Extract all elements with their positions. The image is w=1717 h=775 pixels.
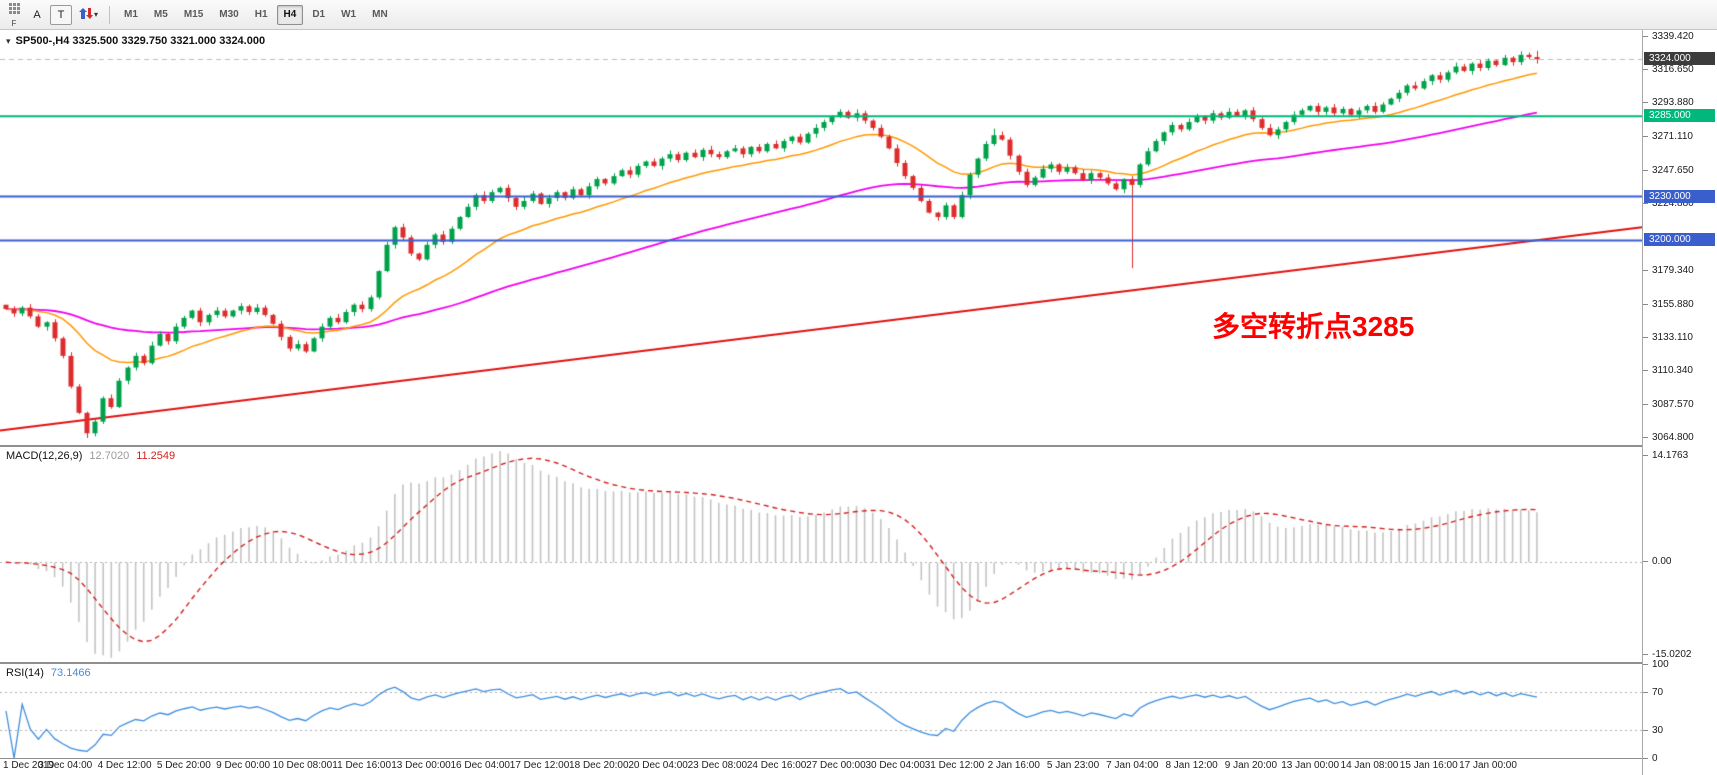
- macd-axis-min: -15.0202: [1642, 649, 1692, 660]
- macd-label-line: MACD(12,26,9) 12.7020 11.2549: [6, 450, 175, 462]
- timeframe-m30[interactable]: M30: [212, 5, 245, 25]
- macd-indicator-canvas[interactable]: [0, 447, 1642, 662]
- macd-signal-value: 11.2549: [136, 450, 176, 462]
- time-axis-label: 4 Dec 12:00: [97, 760, 152, 771]
- time-axis-label: 13 Jan 00:00: [1281, 760, 1340, 771]
- time-axis-label: 27 Dec 00:00: [806, 760, 866, 771]
- symbol-ohlc-text: SP500-,H4 3325.500 3329.750 3321.000 332…: [15, 35, 266, 47]
- pane-separator: [0, 758, 1717, 759]
- pane-separator[interactable]: [0, 662, 1717, 664]
- time-axis-label: 30 Dec 04:00: [865, 760, 925, 771]
- dock-handle[interactable]: F: [4, 1, 24, 28]
- price-tick-label: 3247.650: [1643, 164, 1694, 176]
- time-axis-label: 18 Dec 20:00: [569, 760, 629, 771]
- time-axis[interactable]: 1 Dec 2019 3 Dec 04:00 4 Dec 12:00 5 Dec 20…: [0, 760, 1717, 774]
- rsi-indicator-canvas[interactable]: [0, 664, 1642, 758]
- rsi-axis-label: 70: [1642, 687, 1664, 699]
- price-tick-label: 3271.110: [1643, 130, 1693, 142]
- time-axis-label: 20 Dec 04:00: [628, 760, 688, 771]
- price-tick-label: 3064.800: [1643, 431, 1694, 443]
- timeframe-w1[interactable]: W1: [334, 5, 363, 25]
- timeframe-h4[interactable]: H4: [276, 4, 304, 25]
- chart-annotation[interactable]: 多空转折点3285: [1212, 311, 1415, 342]
- timeframe-m1[interactable]: M1: [117, 5, 145, 25]
- rsi-axis-label: 0: [1643, 753, 1658, 764]
- rsi-axis-label: 100: [1643, 659, 1669, 670]
- time-axis-label: 9 Dec 00:00: [216, 760, 271, 771]
- time-axis-label: 24 Dec 16:00: [746, 760, 807, 771]
- timeframe-toolbar: M1 M5 M15 M30 H1 H4 D1 W1 MN: [117, 4, 395, 25]
- time-axis-label: 31 Dec 12:00: [924, 760, 985, 771]
- one-click-panel-arrow[interactable]: ▾: [6, 35, 11, 46]
- macd-axis-zero: 0.00: [1642, 556, 1672, 568]
- main-toolbar: F A T ▾ M1 M5 M15 M30 H1 H4 D1 W1 MN: [0, 0, 1717, 30]
- time-axis-label: 16 Dec 04:00: [450, 760, 510, 771]
- text-tool-button[interactable]: T: [50, 4, 72, 25]
- pane-separator[interactable]: [0, 445, 1717, 447]
- grid-icon: [8, 1, 20, 19]
- price-tick-label: 3087.570: [1643, 398, 1694, 410]
- order-arrows-button[interactable]: ▾: [74, 4, 102, 26]
- time-axis-label: 17 Jan 00:00: [1459, 760, 1517, 771]
- time-axis-label: 23 Dec 08:00: [687, 760, 748, 771]
- rsi-axis-label: 30: [1642, 724, 1664, 736]
- price-tick-label: 3155.880: [1643, 298, 1694, 310]
- timeframe-mn[interactable]: MN: [365, 5, 395, 25]
- time-axis-label: 5 Jan 23:00: [1046, 760, 1100, 771]
- annotate-tool-button[interactable]: A: [26, 5, 48, 25]
- price-tick-label: 3224.880: [1643, 198, 1694, 210]
- time-axis-label: 14 Jan 08:00: [1340, 760, 1399, 771]
- price-tick-label: 3339.420: [1643, 30, 1694, 42]
- price-tick-label: 3133.110: [1643, 332, 1693, 344]
- price-tick-label: 3293.880: [1643, 97, 1694, 109]
- rsi-indicator-name: RSI(14): [6, 667, 44, 679]
- time-axis-label: 2 Jan 16:00: [987, 760, 1040, 771]
- time-axis-label: 9 Jan 20:00: [1224, 760, 1278, 771]
- time-axis-label: 17 Dec 12:00: [509, 760, 570, 771]
- time-axis-label: 10 Dec 08:00: [272, 760, 333, 771]
- rsi-label-line: RSI(14) 73.1466: [6, 667, 91, 679]
- time-axis-label: 3 Dec 04:00: [38, 760, 93, 771]
- timeframe-d1[interactable]: D1: [305, 5, 332, 25]
- price-tick-label: 3316.650: [1643, 63, 1694, 75]
- rsi-value: 73.1466: [50, 667, 91, 679]
- time-axis-label: 11 Dec 16:00: [332, 760, 392, 771]
- toolbar-separator: [109, 5, 110, 24]
- time-axis-label: 8 Jan 12:00: [1165, 760, 1218, 771]
- time-axis-label: 15 Jan 16:00: [1399, 760, 1458, 771]
- price-level-badge: 3200.000: [1644, 233, 1715, 247]
- price-level-badge: 3230.000: [1644, 189, 1715, 203]
- macd-axis-max: 14.1763: [1642, 450, 1689, 461]
- time-axis-label: 13 Dec 00:00: [391, 760, 451, 771]
- price-tick-label: 3179.340: [1643, 264, 1694, 276]
- time-axis-label: 7 Jan 04:00: [1106, 760, 1159, 771]
- current-price-badge: 3324.000: [1644, 52, 1715, 66]
- timeframe-m5[interactable]: M5: [147, 5, 175, 25]
- buy-sell-arrows-icon: [78, 7, 93, 23]
- dock-label: F: [11, 19, 17, 28]
- time-axis-label: 5 Dec 20:00: [156, 760, 211, 771]
- price-chart-canvas[interactable]: [0, 30, 1642, 445]
- time-axis-label: 1 Dec 2019: [3, 760, 55, 771]
- timeframe-h1[interactable]: H1: [248, 5, 275, 25]
- price-axis[interactable]: 3339.420 3316.650 3293.880 3271.110 3247.650…: [1642, 30, 1717, 775]
- chart-title-line: ▾ SP500-,H4 3325.500 3329.750 3321.000 3…: [6, 35, 265, 47]
- timeframe-m15[interactable]: M15: [177, 5, 210, 25]
- price-tick-label: 3110.340: [1643, 365, 1693, 377]
- macd-indicator-name: MACD(12,26,9): [6, 450, 83, 462]
- chevron-down-icon: ▾: [93, 10, 98, 19]
- price-level-badge: 3285.000: [1644, 109, 1715, 123]
- macd-main-value: 12.7020: [89, 450, 130, 462]
